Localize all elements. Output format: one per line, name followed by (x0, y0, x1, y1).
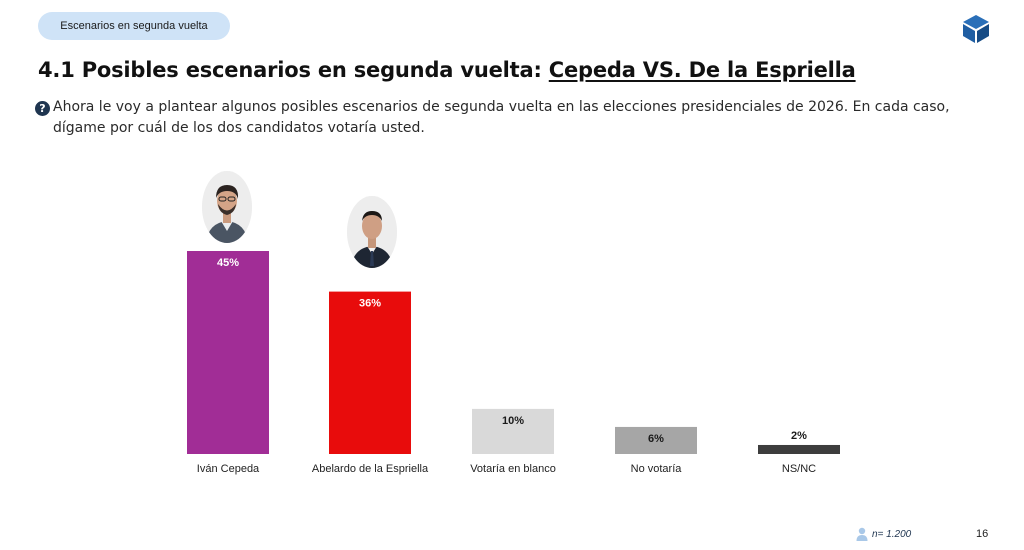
title-matchup: Cepeda VS. De la Espriella (548, 58, 856, 82)
category-label: NS/NC (782, 463, 816, 475)
bar (472, 408, 554, 454)
person-icon (856, 527, 868, 541)
sample-size-text: n= 1.200 (872, 528, 912, 540)
bar-value-label: 10% (502, 415, 524, 427)
bar (187, 251, 269, 454)
category-label: No votaría (631, 463, 683, 475)
bar-value-label: 6% (648, 433, 664, 445)
question-icon: ? (35, 101, 50, 116)
category-label: Iván Cepeda (197, 463, 260, 475)
bar-value-label: 45% (217, 257, 239, 269)
title-prefix: 4.1 Posibles escenarios en segunda vuelt… (38, 58, 549, 82)
candidate-photo-de-la-espriella (347, 196, 397, 268)
category-label: Votaría en blanco (470, 463, 556, 475)
page-title: 4.1 Posibles escenarios en segunda vuelt… (38, 58, 856, 82)
bar (758, 444, 840, 454)
category-label: Abelardo de la Espriella (312, 463, 429, 475)
bar-value-label: 2% (791, 430, 807, 442)
bar-value-label: 36% (359, 298, 381, 310)
section-pill[interactable]: Escenarios en segunda vuelta (38, 12, 230, 40)
cube-logo-icon (963, 15, 989, 43)
sample-size: n= 1.200 (856, 527, 911, 541)
bar (329, 291, 411, 454)
bar (615, 426, 697, 454)
survey-question: Ahora le voy a plantear algunos posibles… (53, 99, 950, 136)
candidate-photo-cepeda (202, 171, 252, 243)
page-number: 16 (976, 528, 989, 540)
